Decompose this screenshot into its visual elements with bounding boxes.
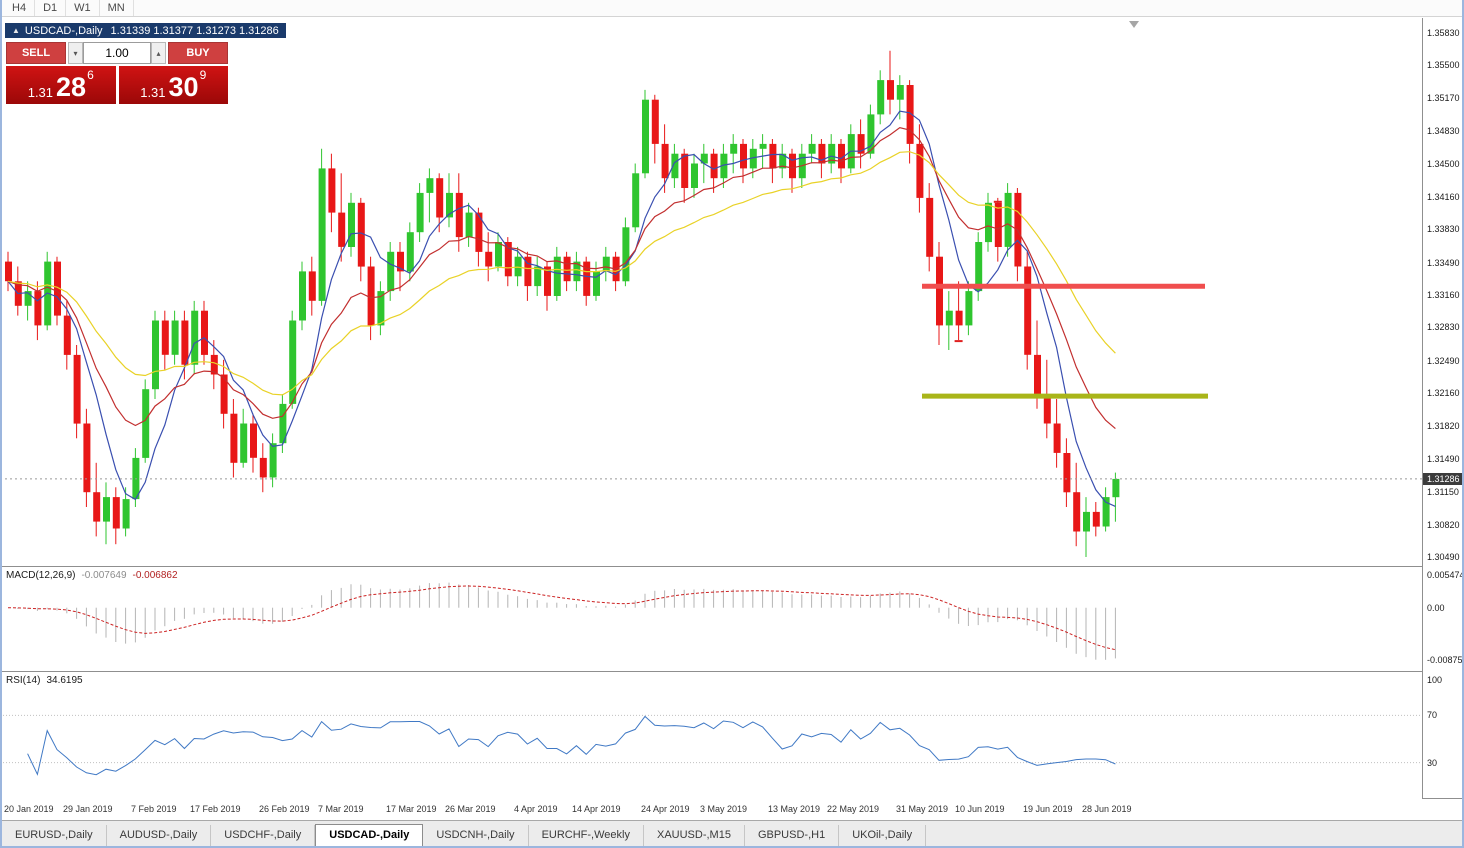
macd-axis-label: 0.005474 [1427,570,1464,580]
current-price-badge: 1.31286 [1423,473,1464,485]
sell-price-point: 6 [87,68,94,82]
date-axis-label: 29 Jan 2019 [63,804,113,814]
rsi-name: RSI(14) [6,675,41,686]
rsi-axis-label: 70 [1427,710,1438,720]
rsi-axis-label: 100 [1427,675,1443,685]
date-axis-label: 19 Jun 2019 [1023,804,1073,814]
volume-decrease-button[interactable]: ▾ [68,42,83,64]
price-chart-canvas[interactable] [0,18,1422,566]
tab-gbpusd-h1[interactable]: GBPUSD-,H1 [745,825,840,846]
buy-button[interactable]: BUY [168,42,228,64]
macd-indicator-label: MACD(12,26,9) -0.007649 -0.006862 [6,570,178,581]
volume-input[interactable] [83,42,151,64]
date-axis-label: 4 Apr 2019 [514,804,558,814]
buy-price-button[interactable]: 1.31 30 9 [118,66,228,104]
price-axis-label: 1.35500 [1427,60,1460,70]
date-axis-label: 7 Feb 2019 [131,804,177,814]
tab-eurchf-weekly[interactable]: EURCHF-,Weekly [529,825,644,846]
date-axis-label: 10 Jun 2019 [955,804,1005,814]
date-axis-label: 17 Feb 2019 [190,804,241,814]
price-axis-label: 1.33490 [1427,258,1460,268]
price-axis-label: 1.30490 [1427,552,1460,562]
sell-price-pips: 28 [56,72,87,102]
timeframe-w1-button[interactable]: W1 [66,0,100,16]
collapse-arrow-icon[interactable]: ▲ [12,26,20,35]
window-border-bottom [0,846,1464,848]
price-axis-label: 1.32490 [1427,356,1460,366]
macd-name: MACD(12,26,9) [6,570,76,581]
buy-price-pips: 30 [168,72,199,102]
macd-axis-label: 0.00 [1427,603,1445,613]
timeframe-toolbar: H4 D1 W1 MN [0,0,1464,17]
date-axis-label: 31 May 2019 [896,804,949,814]
rsi-panel-canvas[interactable] [0,672,1422,798]
date-axis-label: 26 Feb 2019 [259,804,310,814]
price-axis-label: 1.31820 [1427,421,1460,431]
tab-usdcnh-daily[interactable]: USDCNH-,Daily [423,825,529,846]
rsi-axis-label: 30 [1427,758,1438,768]
chart-title-bar: ▲ USDCAD-,Daily 1.31339 1.31377 1.31273 … [5,23,286,38]
price-axis-label: 1.30820 [1427,520,1460,530]
window-border-left [0,0,2,848]
price-axis[interactable]: 1.31286 1.35830 1.35500 1.35170 1.34830 1.34… [1422,18,1464,798]
rsi-indicator-label: RSI(14) 34.6195 [6,675,83,686]
price-axis-label: 1.32160 [1427,388,1460,398]
macd-main-value: -0.007649 [81,570,127,581]
date-axis-label: 22 May 2019 [827,804,880,814]
date-axis-label: 24 Apr 2019 [641,804,690,814]
buy-price-point: 9 [199,68,207,82]
price-axis-label: 1.35830 [1427,28,1460,38]
timeframe-d1-button[interactable]: D1 [35,0,67,16]
date-axis-label: 28 Jun 2019 [1082,804,1132,814]
date-axis-label: 3 May 2019 [700,804,748,814]
chart-symbol-label: USDCAD-,Daily [24,24,103,37]
sell-button[interactable]: SELL [6,42,66,64]
price-axis-label: 1.35170 [1427,93,1460,103]
date-axis-label: 26 Mar 2019 [445,804,496,814]
timeframe-mn-button[interactable]: MN [100,0,134,16]
price-axis-label: 1.33160 [1427,290,1460,300]
date-axis-label: 17 Mar 2019 [386,804,437,814]
price-axis-label: 1.33830 [1427,224,1460,234]
chart-tab-bar: EURUSD-,Daily AUDUSD-,Daily USDCHF-,Daily U… [0,820,1464,846]
macd-panel-canvas[interactable] [0,567,1422,671]
price-axis-label: 1.31150 [1427,487,1459,497]
date-axis-label: 13 May 2019 [768,804,821,814]
buy-price-major: 1.31 [140,85,166,100]
sell-price-button[interactable]: 1.31 28 6 [6,66,116,104]
price-axis-label: 1.34830 [1427,126,1460,136]
chart-ohlc-values: 1.31339 1.31377 1.31273 1.31286 [110,24,279,37]
date-axis-label: 7 Mar 2019 [318,804,364,814]
timeframe-h4-button[interactable]: H4 [4,0,36,16]
sell-price-major: 1.31 [27,85,54,100]
macd-axis-label: -0.008752 [1427,655,1464,665]
chart-window: ▲ USDCAD-,Daily 1.31339 1.31377 1.31273 … [0,18,1464,818]
tab-xauusd-m15[interactable]: XAUUSD-,M15 [644,825,745,846]
window-border-right [1462,0,1464,848]
macd-signal-value: -0.006862 [132,570,178,581]
tab-ukoil-daily[interactable]: UKOil-,Daily [839,825,927,846]
rsi-value: 34.6195 [46,675,83,686]
tab-usdcad-daily[interactable]: USDCAD-,Daily [315,824,424,846]
price-axis-label: 1.31490 [1427,454,1460,464]
tab-eurusd-daily[interactable]: EURUSD-,Daily [2,825,107,846]
panel-separator[interactable] [0,671,1464,672]
date-axis-label: 20 Jan 2019 [4,804,54,814]
date-axis-label: 14 Apr 2019 [572,804,621,814]
panel-separator[interactable] [0,566,1464,567]
price-axis-label: 1.34500 [1427,159,1460,169]
tab-audusd-daily[interactable]: AUDUSD-,Daily [107,825,212,846]
date-axis[interactable]: 20 Jan 2019 29 Jan 2019 7 Feb 2019 17 Feb 2… [0,798,1422,818]
tab-usdchf-daily[interactable]: USDCHF-,Daily [211,825,316,846]
volume-increase-button[interactable]: ▴ [151,42,166,64]
price-axis-label: 1.32830 [1427,322,1460,332]
price-axis-label: 1.34160 [1427,192,1460,202]
